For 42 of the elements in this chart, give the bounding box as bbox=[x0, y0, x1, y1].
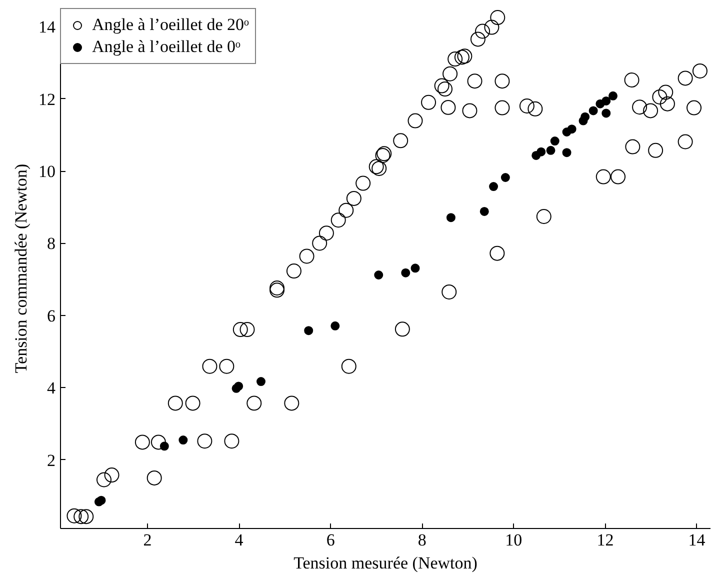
y-tick-label: 12 bbox=[38, 90, 56, 109]
x-tick-label: 8 bbox=[418, 530, 426, 550]
y-tick-label: 10 bbox=[38, 162, 56, 181]
point bbox=[178, 436, 188, 445]
point bbox=[562, 148, 572, 158]
point bbox=[546, 146, 556, 155]
legend-label: Angle à l’oeillet de 0ᵒ bbox=[92, 37, 240, 57]
point bbox=[410, 264, 420, 273]
point bbox=[374, 270, 384, 280]
y-tick-label: 14 bbox=[38, 18, 56, 37]
point bbox=[401, 268, 410, 278]
point bbox=[160, 442, 169, 451]
point bbox=[580, 112, 590, 122]
y-tick-label: 8 bbox=[47, 234, 56, 254]
point bbox=[536, 147, 546, 156]
point bbox=[602, 96, 611, 106]
y-tick-label: 6 bbox=[47, 306, 56, 326]
point bbox=[304, 326, 314, 336]
point bbox=[96, 496, 106, 505]
x-tick-label: 10 bbox=[505, 530, 522, 550]
point bbox=[256, 377, 266, 386]
point bbox=[500, 173, 510, 182]
point bbox=[567, 124, 576, 134]
point bbox=[608, 91, 618, 100]
x-axis-title: Tension mesurée (Newton) bbox=[294, 554, 478, 572]
legend-label: Angle à l’oeillet de 20ᵒ bbox=[92, 15, 249, 35]
x-tick-label: 4 bbox=[234, 530, 244, 550]
x-tick-label: 2 bbox=[143, 530, 152, 550]
point bbox=[330, 321, 340, 330]
point bbox=[446, 213, 456, 222]
y-tick-label: 2 bbox=[47, 450, 56, 470]
point bbox=[602, 108, 611, 118]
x-tick-label: 12 bbox=[596, 530, 614, 550]
x-tick-label: 14 bbox=[688, 530, 706, 550]
y-tick-label: 4 bbox=[47, 378, 56, 398]
y-axis-title: Tension commandée (Newton) bbox=[12, 164, 30, 374]
x-tick-label: 6 bbox=[326, 530, 335, 550]
point bbox=[489, 182, 498, 192]
point bbox=[234, 382, 244, 391]
point bbox=[480, 206, 489, 216]
point bbox=[588, 106, 598, 116]
point bbox=[550, 136, 560, 146]
